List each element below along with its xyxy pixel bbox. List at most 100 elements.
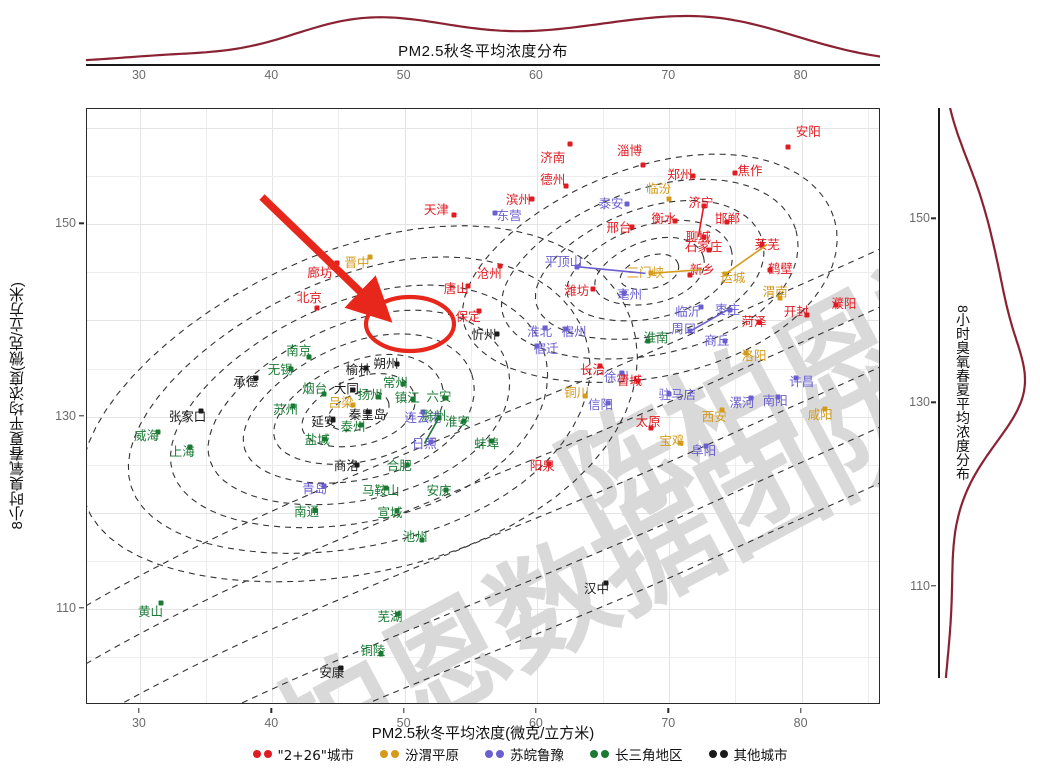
data-point[interactable] bbox=[563, 326, 569, 332]
data-point[interactable] bbox=[306, 354, 312, 360]
data-point[interactable] bbox=[698, 304, 704, 310]
data-point[interactable] bbox=[489, 438, 495, 444]
data-point[interactable] bbox=[187, 444, 193, 450]
data-point[interactable] bbox=[645, 338, 651, 344]
data-point[interactable] bbox=[400, 381, 406, 387]
legend[interactable]: "2+26"城市 汾渭平原 苏皖鲁豫 长三角地区 其他城市 bbox=[0, 742, 1040, 766]
data-point[interactable] bbox=[375, 394, 381, 400]
data-point[interactable] bbox=[756, 319, 762, 325]
data-point[interactable] bbox=[443, 395, 449, 401]
data-point[interactable] bbox=[546, 461, 552, 467]
data-point[interactable] bbox=[465, 283, 471, 289]
data-point[interactable] bbox=[567, 141, 573, 147]
data-point[interactable] bbox=[605, 400, 611, 406]
data-point[interactable] bbox=[312, 507, 318, 513]
data-point[interactable] bbox=[321, 391, 327, 397]
data-point[interactable] bbox=[582, 393, 588, 399]
data-point[interactable] bbox=[722, 338, 728, 344]
data-point[interactable] bbox=[354, 462, 360, 468]
data-point[interactable] bbox=[619, 370, 625, 376]
data-point[interactable] bbox=[492, 210, 498, 216]
data-point[interactable] bbox=[288, 366, 294, 372]
data-point[interactable] bbox=[290, 403, 296, 409]
data-point[interactable] bbox=[350, 402, 356, 408]
data-point[interactable] bbox=[590, 286, 595, 292]
data-point[interactable] bbox=[706, 247, 712, 253]
data-point[interactable] bbox=[420, 409, 426, 415]
data-point[interactable] bbox=[727, 307, 733, 313]
top-tick-label: 60 bbox=[528, 68, 543, 82]
data-point[interactable] bbox=[629, 224, 635, 230]
data-point[interactable] bbox=[529, 196, 535, 202]
data-point[interactable] bbox=[677, 440, 683, 446]
data-point[interactable] bbox=[358, 422, 364, 428]
data-point[interactable] bbox=[775, 394, 781, 400]
data-point[interactable] bbox=[603, 580, 609, 586]
data-point[interactable] bbox=[793, 375, 799, 381]
data-point[interactable] bbox=[365, 409, 371, 415]
data-point[interactable] bbox=[451, 212, 457, 218]
data-point[interactable] bbox=[648, 425, 654, 431]
data-point[interactable] bbox=[534, 343, 540, 349]
data-point[interactable] bbox=[322, 436, 328, 442]
data-point[interactable] bbox=[666, 391, 672, 397]
data-point[interactable] bbox=[724, 219, 730, 225]
data-point[interactable] bbox=[690, 173, 696, 179]
data-point[interactable] bbox=[419, 537, 425, 543]
data-point[interactable] bbox=[198, 408, 204, 414]
data-point[interactable] bbox=[804, 312, 810, 318]
data-point[interactable] bbox=[597, 363, 603, 369]
data-point[interactable] bbox=[719, 407, 725, 413]
data-point[interactable] bbox=[314, 305, 320, 311]
data-point[interactable] bbox=[383, 485, 389, 491]
data-point[interactable] bbox=[350, 387, 356, 393]
data-point[interactable] bbox=[703, 443, 709, 449]
data-point[interactable] bbox=[321, 483, 327, 489]
scatter-plot-panel[interactable]: 陈柏恩数据团队 陈柏恩数据团队 安阳 济南 淄博 郑州 焦作 德州 临汾 滨州 泰安 济宁 东营 天津… bbox=[86, 108, 880, 704]
data-point[interactable] bbox=[833, 302, 839, 308]
data-point[interactable] bbox=[338, 665, 344, 670]
data-point[interactable] bbox=[563, 183, 569, 189]
data-point[interactable] bbox=[330, 417, 336, 423]
data-point[interactable] bbox=[542, 325, 548, 331]
data-point[interactable] bbox=[443, 487, 449, 493]
grid-line-v bbox=[338, 109, 340, 703]
contour-line bbox=[327, 390, 390, 432]
data-point[interactable] bbox=[410, 396, 416, 402]
data-point[interactable] bbox=[640, 162, 646, 168]
data-point[interactable] bbox=[394, 361, 400, 367]
data-point[interactable] bbox=[155, 429, 161, 435]
data-point[interactable] bbox=[672, 218, 678, 224]
data-point[interactable] bbox=[494, 331, 500, 337]
legend-item[interactable]: 长三角地区 bbox=[590, 744, 683, 764]
data-point[interactable] bbox=[767, 267, 773, 273]
legend-swatch bbox=[590, 750, 609, 758]
data-point[interactable] bbox=[822, 406, 828, 412]
data-point[interactable] bbox=[158, 600, 164, 606]
data-point[interactable] bbox=[785, 144, 791, 150]
data-point[interactable] bbox=[666, 196, 672, 202]
data-point[interactable] bbox=[621, 290, 627, 296]
data-point[interactable] bbox=[378, 651, 384, 657]
legend-item[interactable]: "2+26"城市 bbox=[252, 744, 354, 764]
contour-line bbox=[462, 153, 838, 383]
data-point[interactable] bbox=[334, 260, 340, 266]
data-point[interactable] bbox=[404, 462, 410, 468]
data-point[interactable] bbox=[476, 308, 482, 314]
data-point[interactable] bbox=[395, 611, 401, 617]
data-point[interactable] bbox=[394, 508, 400, 514]
data-point[interactable] bbox=[363, 365, 369, 371]
data-point[interactable] bbox=[461, 418, 467, 424]
data-point[interactable] bbox=[624, 201, 630, 207]
data-point[interactable] bbox=[497, 263, 503, 269]
data-point[interactable] bbox=[635, 378, 640, 384]
legend-item[interactable]: 苏皖鲁豫 bbox=[485, 744, 564, 764]
data-point[interactable] bbox=[748, 395, 754, 401]
data-point[interactable] bbox=[743, 350, 749, 356]
data-point[interactable] bbox=[777, 295, 783, 301]
data-point[interactable] bbox=[253, 375, 259, 381]
legend-item[interactable]: 汾渭平原 bbox=[380, 744, 459, 764]
legend-item[interactable]: 其他城市 bbox=[708, 744, 788, 764]
data-point[interactable] bbox=[732, 170, 738, 176]
data-point[interactable] bbox=[687, 272, 693, 278]
